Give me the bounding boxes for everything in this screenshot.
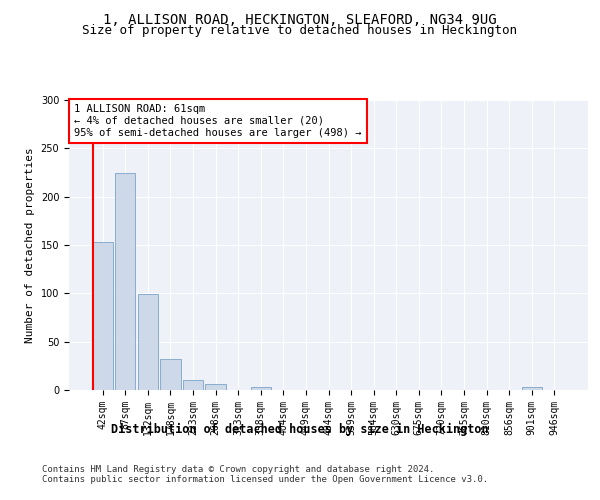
Text: 1, ALLISON ROAD, HECKINGTON, SLEAFORD, NG34 9UG: 1, ALLISON ROAD, HECKINGTON, SLEAFORD, N… <box>103 12 497 26</box>
Text: Distribution of detached houses by size in Heckington: Distribution of detached houses by size … <box>111 422 489 436</box>
Text: Size of property relative to detached houses in Heckington: Size of property relative to detached ho… <box>83 24 517 37</box>
Text: 1 ALLISON ROAD: 61sqm
← 4% of detached houses are smaller (20)
95% of semi-detac: 1 ALLISON ROAD: 61sqm ← 4% of detached h… <box>74 104 362 138</box>
Bar <box>183 380 203 390</box>
Bar <box>160 359 181 390</box>
Bar <box>138 294 158 390</box>
Y-axis label: Number of detached properties: Number of detached properties <box>25 147 35 343</box>
Text: Contains HM Land Registry data © Crown copyright and database right 2024.
Contai: Contains HM Land Registry data © Crown c… <box>42 465 488 484</box>
Bar <box>251 387 271 390</box>
Bar <box>521 387 542 390</box>
Bar <box>205 384 226 390</box>
Bar <box>115 172 136 390</box>
Bar <box>92 242 113 390</box>
